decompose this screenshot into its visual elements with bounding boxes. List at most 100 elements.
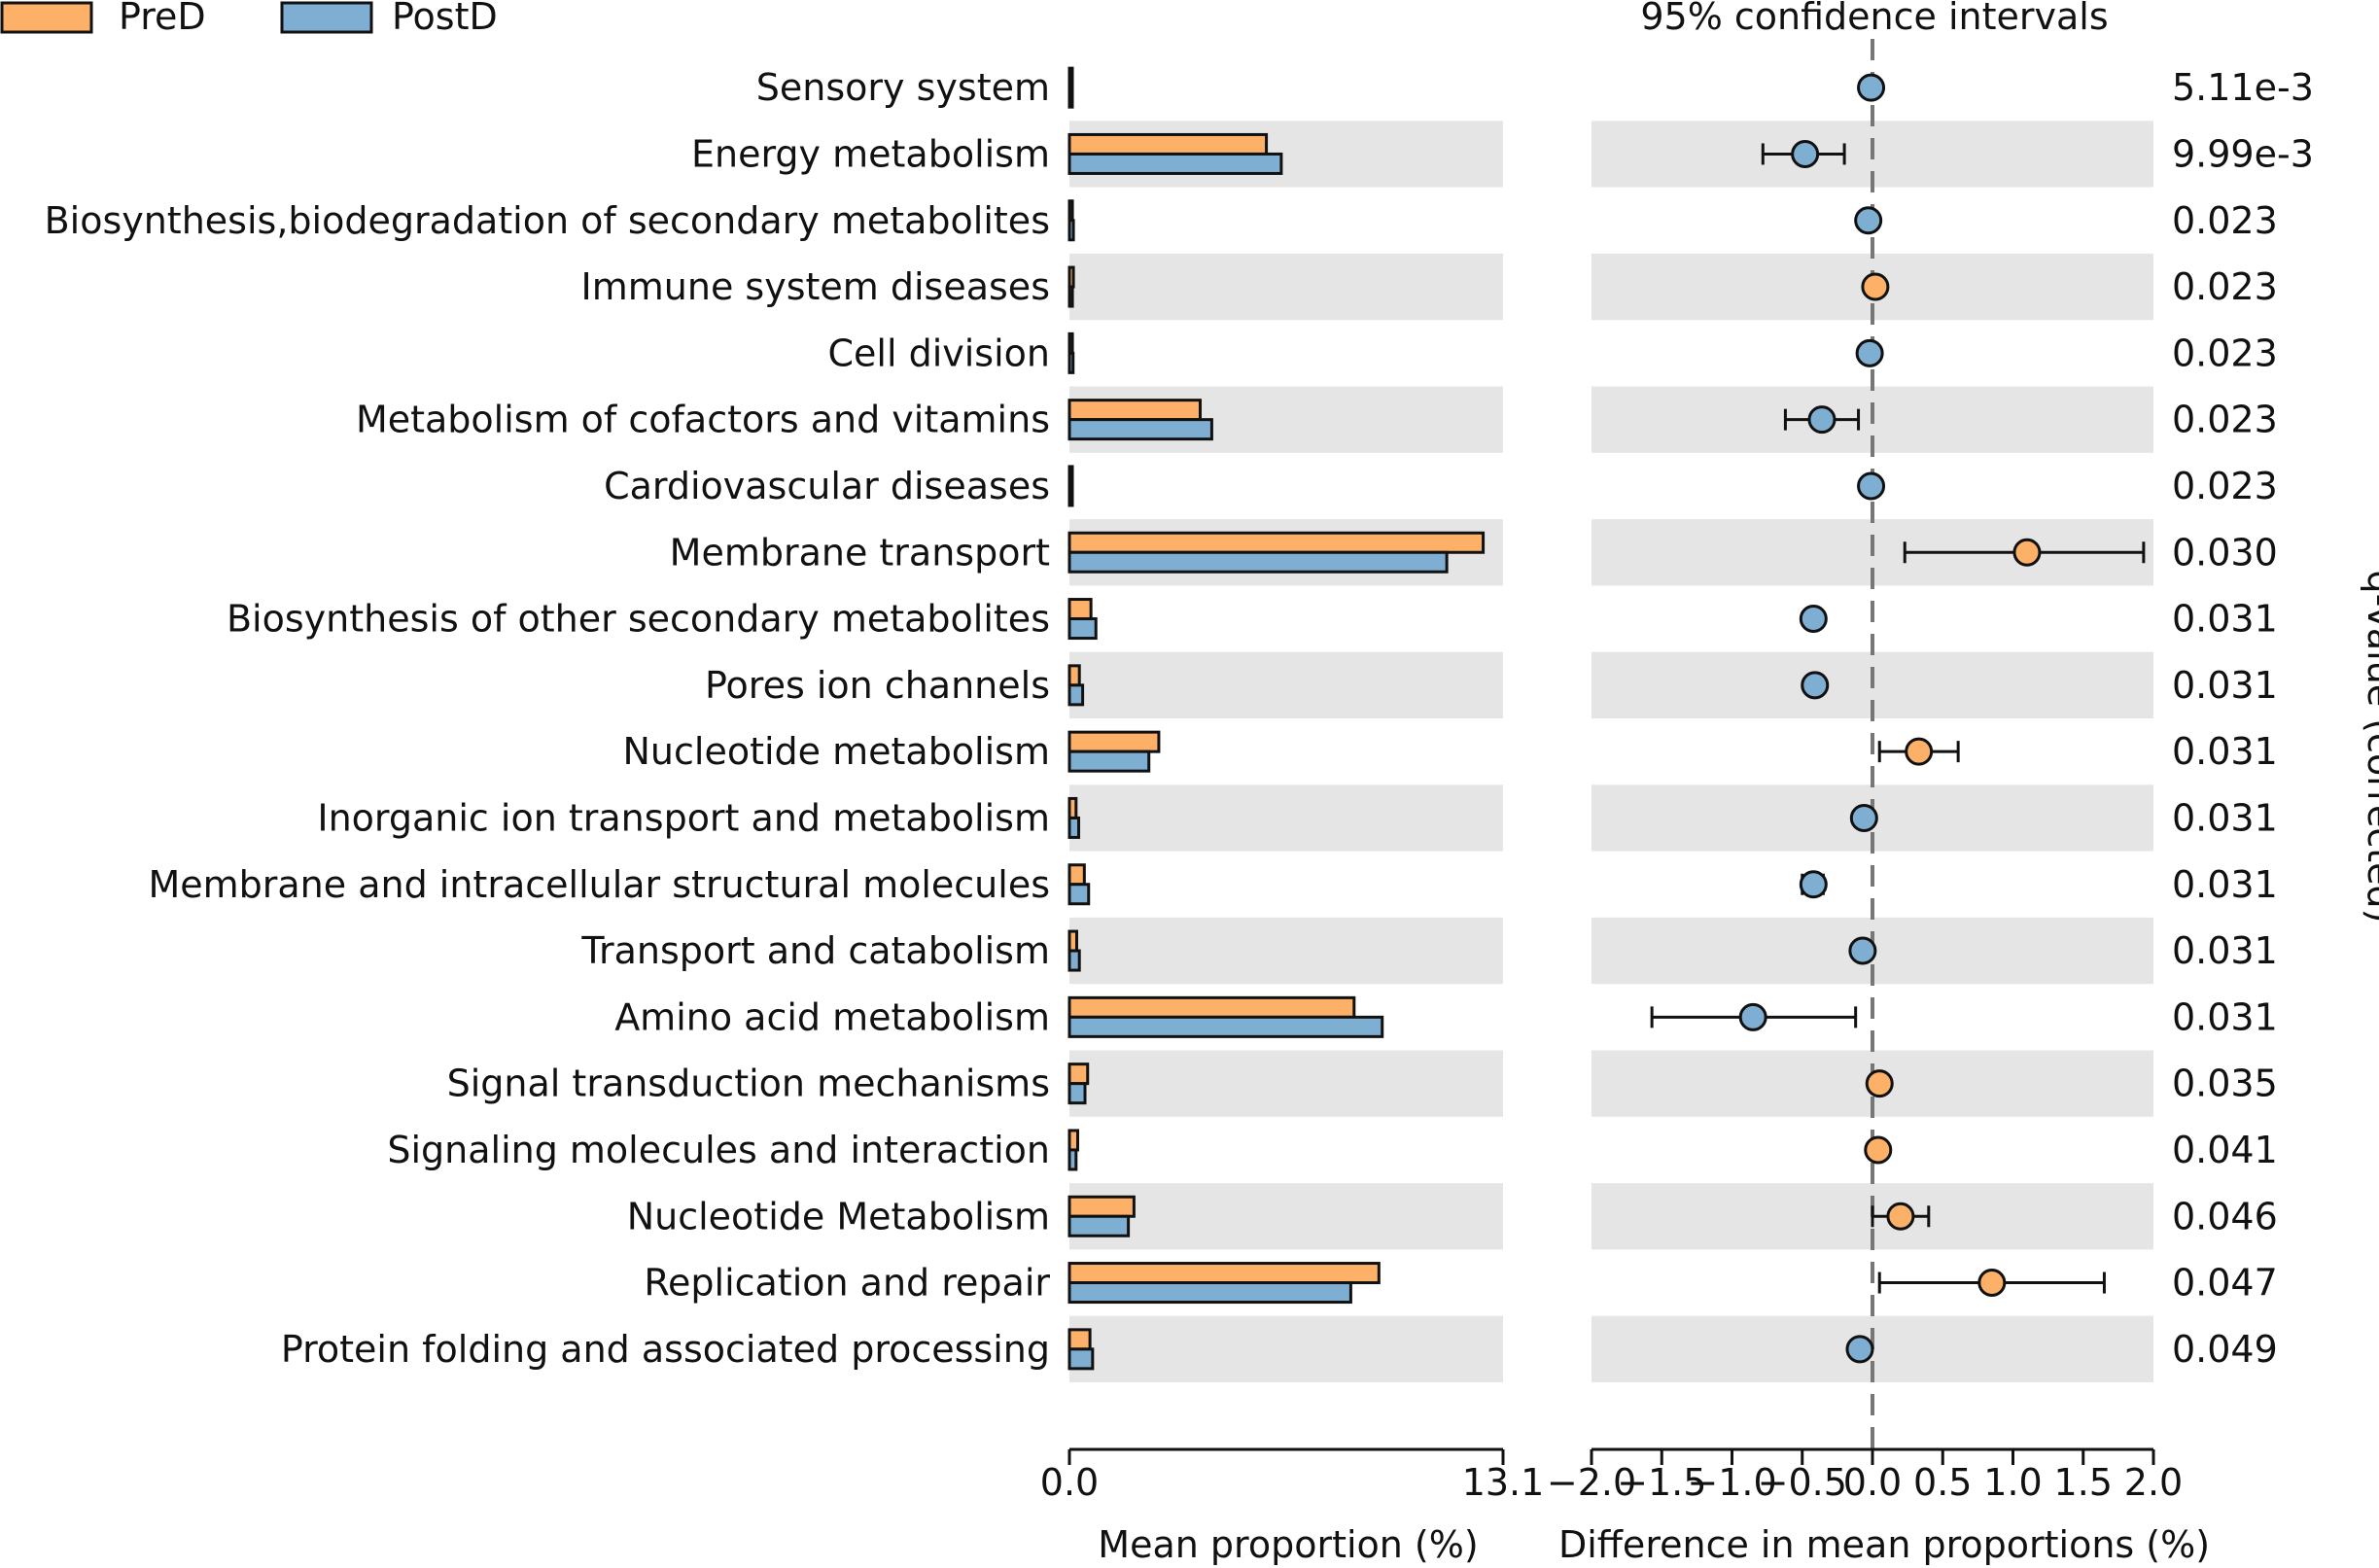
bar-pred [1067, 1195, 1136, 1218]
bar-pred [1067, 598, 1093, 621]
row-stripe-left [1069, 1183, 1503, 1250]
q-value: 0.031 [2172, 929, 2278, 972]
q-value: 9.99e-3 [2172, 132, 2314, 175]
q-value: 0.041 [2172, 1129, 2278, 1171]
q-value: 0.030 [2172, 531, 2278, 574]
bar-pred [1067, 331, 1074, 355]
difference-point [1905, 737, 1934, 766]
mean-proportion-bars [1067, 66, 1486, 1371]
q-value: 0.023 [2172, 331, 2278, 374]
bar-postd [1067, 152, 1283, 175]
difference-point [1799, 605, 1828, 634]
q-values: 5.11e-3 9.99e-3 0.023 0.023 0.023 0.023 0.023 0… [2172, 66, 2314, 1371]
category-label: Sensory system [756, 66, 1050, 109]
bar-postd [1067, 1347, 1095, 1371]
q-value: 0.031 [2172, 598, 2278, 641]
bar-pred [1067, 1328, 1092, 1351]
category-label: Protein folding and associated processin… [281, 1328, 1050, 1371]
right-tick-label: 2.0 [2124, 1461, 2183, 1504]
category-label: Nucleotide Metabolism [627, 1195, 1050, 1237]
q-value: 0.023 [2172, 265, 2278, 308]
bar-pred [1067, 66, 1074, 89]
bar-pred [1067, 132, 1269, 156]
bar-postd [1067, 1148, 1078, 1171]
category-label: Cell division [827, 331, 1050, 374]
difference-point [1864, 1135, 1893, 1165]
bar-pred [1067, 730, 1161, 753]
right-tick-label: 0.0 [1843, 1461, 1902, 1504]
category-label: Signal transduction mechanisms [447, 1063, 1050, 1105]
left-tick-label: 0.0 [1040, 1461, 1099, 1504]
left-axis-ticks: 0.0 13.1 [1040, 1449, 1544, 1504]
category-label: Energy metabolism [691, 132, 1050, 175]
category-label: Nucleotide metabolism [622, 730, 1050, 773]
bar-pred [1067, 664, 1081, 687]
legend-label-postd: PostD [392, 0, 498, 38]
q-value: 5.11e-3 [2172, 66, 2314, 109]
difference-point [1855, 338, 1884, 367]
bar-postd [1067, 1015, 1384, 1038]
category-label: Biosynthesis,biodegradation of secondary… [45, 199, 1050, 242]
q-value: 0.023 [2172, 399, 2278, 441]
difference-point [1807, 405, 1837, 435]
row-stripe-left [1069, 1050, 1503, 1117]
q-value: 0.031 [2172, 995, 2278, 1038]
row-stripe-left [1069, 253, 1503, 321]
q-value: 0.046 [2172, 1195, 2278, 1237]
difference-point [1861, 272, 1890, 301]
difference-point [1791, 139, 1820, 168]
bar-postd [1067, 816, 1081, 839]
q-value-axis-label: q-value (corrected) [2360, 571, 2379, 923]
bar-postd [1067, 883, 1091, 906]
difference-point [1857, 73, 1886, 102]
row-stripe-left [1069, 1315, 1503, 1382]
legend-swatch-postd [280, 1, 373, 34]
difference-point [1886, 1202, 1915, 1231]
category-label: Cardiovascular diseases [604, 465, 1050, 507]
ci-title: 95% confidence intervals [1640, 0, 2108, 38]
right-axis-label: Difference in mean proportions (%) [1558, 1523, 2210, 1566]
confidence-interval-marks [1650, 73, 2146, 1364]
difference-point [1865, 1069, 1894, 1098]
bar-postd [1067, 949, 1081, 972]
category-label: Membrane transport [670, 531, 1050, 574]
difference-point [1848, 936, 1877, 965]
right-tick-label: 0.5 [1913, 1461, 1972, 1504]
right-tick-label: 1.5 [2054, 1461, 2113, 1504]
bar-postd [1067, 86, 1074, 109]
bar-postd [1067, 351, 1075, 374]
bar-postd [1067, 1281, 1352, 1305]
category-label: Biosynthesis of other secondary metaboli… [227, 598, 1050, 641]
difference-point [1854, 206, 1883, 235]
row-stripe-left [1069, 651, 1503, 718]
category-label: Transport and catabolism [580, 929, 1050, 972]
bar-postd [1067, 418, 1213, 441]
bar-pred [1067, 796, 1078, 819]
q-value: 0.049 [2172, 1328, 2278, 1371]
legend-swatch-pred [0, 1, 93, 34]
bar-pred [1067, 399, 1202, 422]
q-value: 0.047 [2172, 1262, 2278, 1305]
category-label: Inorganic ion transport and metabolism [317, 796, 1050, 839]
category-label: Immune system diseases [581, 265, 1050, 308]
right-tick-label: −2.0 [1547, 1461, 1636, 1504]
bar-postd [1067, 683, 1085, 707]
difference-point [1857, 471, 1886, 501]
bar-postd [1067, 219, 1075, 242]
category-label: Membrane and intracellular structural mo… [148, 863, 1050, 906]
difference-point [1799, 870, 1828, 899]
bar-pred [1067, 199, 1074, 223]
category-labels: Sensory system Energy metabolism Biosynthe… [45, 66, 1051, 1371]
bar-pred [1067, 929, 1078, 953]
q-value: 0.023 [2172, 465, 2278, 507]
bar-pred [1067, 1063, 1090, 1086]
bar-postd [1067, 285, 1074, 308]
q-value: 0.035 [2172, 1063, 2278, 1105]
q-value: 0.031 [2172, 730, 2278, 773]
category-label: Replication and repair [644, 1262, 1050, 1305]
bar-pred [1067, 863, 1086, 887]
q-value: 0.031 [2172, 664, 2278, 707]
q-value: 0.031 [2172, 863, 2278, 906]
bar-postd [1067, 484, 1074, 507]
